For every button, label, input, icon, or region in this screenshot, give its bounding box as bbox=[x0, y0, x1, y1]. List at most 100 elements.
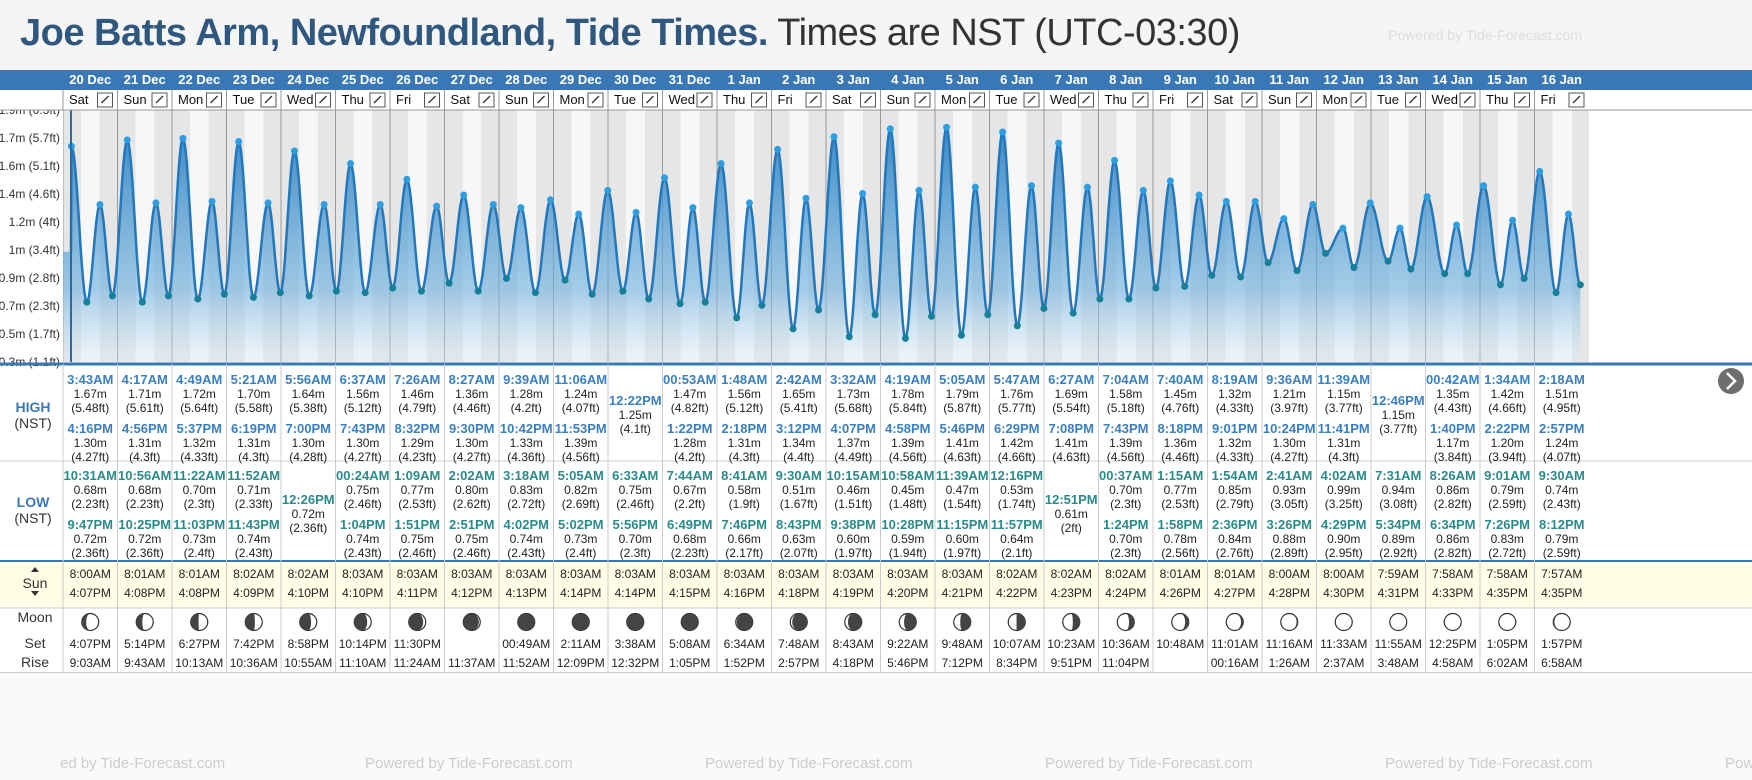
high-tide-point bbox=[1027, 182, 1035, 190]
tide-height-ft: (5.77ft) bbox=[998, 401, 1036, 415]
date-label: 13 Jan bbox=[1378, 72, 1419, 87]
moonrise-time: 2:37AM bbox=[1323, 656, 1364, 670]
high-tide-point bbox=[1366, 199, 1374, 207]
tide-height-ft: (2.76ft) bbox=[1216, 546, 1254, 560]
tide-time: 4:29PM bbox=[1321, 517, 1367, 532]
tide-time: 2:41AM bbox=[1266, 468, 1312, 483]
tide-time: 9:01AM bbox=[1484, 468, 1530, 483]
page-title: Joe Batts Arm, Newfoundland, Tide Times.… bbox=[20, 12, 1240, 55]
chevron-right-icon bbox=[1726, 372, 1737, 390]
low-tide-point bbox=[1208, 271, 1216, 279]
tide-time: 10:31AM bbox=[64, 468, 117, 483]
tide-time: 1:58PM bbox=[1157, 517, 1203, 532]
tide-height-m: 1.31m bbox=[1327, 436, 1360, 450]
moonrise-time: 4:58AM bbox=[1432, 656, 1473, 670]
sunrise-time: 8:02AM bbox=[233, 567, 274, 581]
high-tide-point bbox=[632, 208, 640, 216]
moonrise-time: 7:12PM bbox=[942, 656, 983, 670]
tide-height-ft: (4.23ft) bbox=[398, 450, 436, 464]
date-label: 1 Jan bbox=[728, 72, 761, 87]
expand-arrow bbox=[1027, 95, 1036, 104]
high-tide-point bbox=[1453, 221, 1461, 229]
tide-height-ft: (1.74ft) bbox=[998, 497, 1036, 511]
tide-time: 2:18AM bbox=[1539, 372, 1585, 387]
tide-height-m: 1.73m bbox=[837, 387, 870, 401]
low-tide-point bbox=[588, 290, 596, 298]
sunset-time: 4:20PM bbox=[887, 586, 928, 600]
high-tide-point bbox=[1480, 182, 1488, 190]
tide-height-m: 1.39m bbox=[564, 436, 597, 450]
date-label: 16 Jan bbox=[1542, 72, 1583, 87]
tide-time: 3:12PM bbox=[776, 421, 822, 436]
tide-height-m: 0.68m bbox=[673, 532, 706, 546]
date-label: 10 Jan bbox=[1215, 72, 1256, 87]
tide-height-ft: (2.46ft) bbox=[398, 546, 436, 560]
tide-height-m: 1.24m bbox=[1545, 436, 1578, 450]
expand-arrow bbox=[591, 95, 600, 104]
tide-height-m: 1.31m bbox=[728, 436, 761, 450]
y-tick-label: 1.2m (4ft) bbox=[9, 215, 60, 229]
tide-height-m: 1.20m bbox=[1491, 436, 1524, 450]
tide-time: 7:08PM bbox=[1048, 421, 1094, 436]
tide-height-ft: (4.28ft) bbox=[289, 450, 327, 464]
moonset-time: 10:07AM bbox=[993, 637, 1041, 651]
moon-shadow bbox=[1125, 613, 1135, 631]
tide-time: 5:02PM bbox=[558, 517, 604, 532]
day-of-week-label: Sun bbox=[505, 92, 528, 107]
low-tide-point bbox=[1293, 267, 1301, 275]
footer-bg bbox=[0, 673, 1752, 780]
expand-arrow bbox=[1354, 95, 1363, 104]
moon-shadow bbox=[463, 613, 479, 631]
moonrise-time: 1:52PM bbox=[724, 656, 765, 670]
tide-time: 9:30AM bbox=[776, 468, 822, 483]
tide-height-ft: (5.61ft) bbox=[126, 401, 164, 415]
tide-height-ft: (1.48ft) bbox=[889, 497, 927, 511]
low-tide-point bbox=[332, 287, 340, 295]
low-row-label: LOW bbox=[17, 494, 50, 510]
moon-shadow bbox=[626, 613, 644, 631]
moon-shadow bbox=[517, 613, 535, 631]
tide-time: 9:47PM bbox=[67, 517, 113, 532]
tide-height-ft: (2.46ft) bbox=[616, 497, 654, 511]
tide-height-ft: (4.33ft) bbox=[1216, 450, 1254, 464]
tide-time: 6:33AM bbox=[612, 468, 658, 483]
low-tide-point bbox=[194, 295, 202, 303]
moon-shadow bbox=[299, 613, 312, 631]
moonrise-time: 9:51PM bbox=[1051, 656, 1092, 670]
moon-shadow bbox=[408, 613, 424, 631]
low-tide-point bbox=[1040, 304, 1048, 312]
moon-shadow bbox=[190, 613, 200, 631]
high-tide-point bbox=[489, 201, 497, 208]
tide-time: 4:07PM bbox=[830, 421, 876, 436]
expand-arrow bbox=[1463, 95, 1472, 104]
high-tide-point bbox=[208, 197, 216, 205]
footer-watermark: Powered by Tide-Forecast.com bbox=[1045, 755, 1253, 772]
moonset-time: 7:42PM bbox=[233, 637, 274, 651]
high-tide-point bbox=[1195, 191, 1203, 199]
low-tide-point bbox=[758, 301, 766, 309]
day-of-week-label: Mon bbox=[560, 92, 585, 107]
expand-arrow bbox=[101, 95, 109, 104]
tide-height-ft: (2.46ft) bbox=[453, 546, 491, 560]
day-of-week-label: Fri bbox=[1159, 92, 1174, 107]
tide-time: 7:31AM bbox=[1375, 468, 1421, 483]
high-tide-point bbox=[1055, 139, 1063, 147]
tide-height-m: 1.56m bbox=[728, 387, 761, 401]
day-of-week-label: Thu bbox=[1486, 92, 1508, 107]
tide-height-ft: (3.94ft) bbox=[1488, 450, 1526, 464]
tide-chart: 0.3m (1.1ft) 0.5m (1.7ft) 0.7m (2.3ft) 0.9m… bbox=[0, 70, 1752, 780]
tide-height-ft: (4.66ft) bbox=[998, 450, 1036, 464]
tide-time: 9:30PM bbox=[449, 421, 495, 436]
expand-arrow bbox=[1518, 95, 1526, 104]
moonset-time: 11:33AM bbox=[1320, 637, 1367, 651]
tide-height-ft: (2ft) bbox=[1061, 521, 1082, 535]
low-tide-point bbox=[445, 279, 453, 287]
tide-height-ft: (1.94ft) bbox=[889, 546, 927, 560]
tide-time: 11:53PM bbox=[555, 421, 607, 436]
low-tide-point bbox=[108, 292, 116, 300]
moonrise-time: 12:09PM bbox=[557, 656, 605, 670]
tide-height-ft: (3.08ft) bbox=[1379, 497, 1417, 511]
moonrise-time: 11:52AM bbox=[503, 656, 550, 670]
tide-height-m: 1.33m bbox=[510, 436, 543, 450]
high-tide-point bbox=[971, 183, 979, 191]
